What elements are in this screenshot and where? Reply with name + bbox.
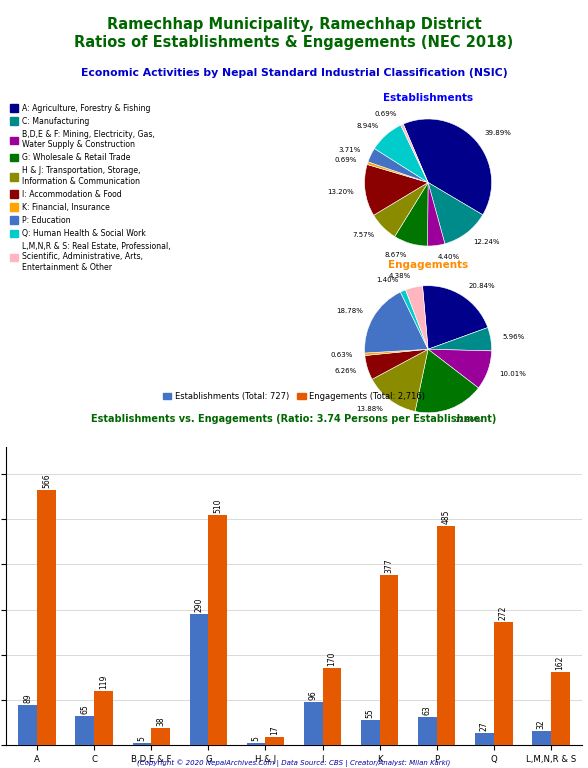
Bar xyxy=(532,730,551,745)
Bar xyxy=(494,622,513,745)
Text: 63: 63 xyxy=(423,705,432,715)
Text: 8.94%: 8.94% xyxy=(356,124,378,130)
Bar xyxy=(475,733,494,745)
Bar xyxy=(437,526,456,745)
Bar xyxy=(551,672,570,745)
Wedge shape xyxy=(365,292,428,353)
Text: 3.71%: 3.71% xyxy=(338,147,360,153)
Bar xyxy=(265,737,285,745)
Text: 510: 510 xyxy=(213,498,222,513)
Text: 17.86%: 17.86% xyxy=(454,416,481,422)
Text: 27: 27 xyxy=(480,721,489,731)
Bar xyxy=(208,515,227,745)
Text: 7.57%: 7.57% xyxy=(352,232,375,238)
Bar xyxy=(132,743,151,745)
Text: 96: 96 xyxy=(309,690,318,700)
Legend: A: Agriculture, Forestry & Fishing, C: Manufacturing, B,D,E & F: Mining, Electri: A: Agriculture, Forestry & Fishing, C: M… xyxy=(10,104,171,272)
Bar xyxy=(361,720,380,745)
Text: 0.69%: 0.69% xyxy=(335,157,357,163)
Text: Economic Activities by Nepal Standard Industrial Classification (NSIC): Economic Activities by Nepal Standard In… xyxy=(81,68,507,78)
Title: Establishments vs. Engagements (Ratio: 3.74 Persons per Establishment): Establishments vs. Engagements (Ratio: 3… xyxy=(91,414,497,424)
Bar xyxy=(303,702,323,745)
Wedge shape xyxy=(368,148,428,183)
Text: 485: 485 xyxy=(442,510,450,525)
Wedge shape xyxy=(406,286,428,349)
Text: 0.63%: 0.63% xyxy=(331,353,353,358)
Legend: Establishments (Total: 727), Engagements (Total: 2,716): Establishments (Total: 727), Engagements… xyxy=(160,389,428,405)
Wedge shape xyxy=(365,349,428,379)
Text: 12.24%: 12.24% xyxy=(473,239,500,245)
Title: Establishments: Establishments xyxy=(383,93,473,103)
Text: 290: 290 xyxy=(195,598,203,612)
Text: 32: 32 xyxy=(537,719,546,729)
Wedge shape xyxy=(401,124,428,183)
Wedge shape xyxy=(367,162,428,183)
Bar xyxy=(189,614,208,745)
Text: 10.01%: 10.01% xyxy=(499,371,526,377)
Text: 162: 162 xyxy=(556,656,564,670)
Text: 65: 65 xyxy=(81,704,89,713)
Bar xyxy=(246,743,265,745)
Wedge shape xyxy=(428,349,492,388)
Text: 39.89%: 39.89% xyxy=(485,130,512,136)
Wedge shape xyxy=(365,164,428,215)
Text: 89: 89 xyxy=(24,694,32,703)
Wedge shape xyxy=(428,183,483,243)
Text: 0.69%: 0.69% xyxy=(375,111,397,118)
Text: 38: 38 xyxy=(156,717,165,726)
Text: 272: 272 xyxy=(499,606,507,621)
Text: 18.78%: 18.78% xyxy=(336,308,363,314)
Text: 5: 5 xyxy=(252,736,260,741)
Wedge shape xyxy=(373,183,428,237)
Text: 8.67%: 8.67% xyxy=(385,251,407,257)
Text: 4.38%: 4.38% xyxy=(389,273,412,280)
Bar xyxy=(37,489,56,745)
Bar xyxy=(94,691,113,745)
Text: 55: 55 xyxy=(366,709,375,718)
Title: Engagements: Engagements xyxy=(388,260,468,270)
Text: Ramechhap Municipality, Ramechhap District
Ratios of Establishments & Engagement: Ramechhap Municipality, Ramechhap Distri… xyxy=(74,17,514,51)
Text: 17: 17 xyxy=(270,726,279,736)
Bar xyxy=(323,668,342,745)
Wedge shape xyxy=(415,349,479,412)
Text: 13.20%: 13.20% xyxy=(327,189,354,195)
Bar xyxy=(151,728,170,745)
Text: (Copyright © 2020 NepalArchives.Com | Data Source: CBS | Creator/Analyst: Milan : (Copyright © 2020 NepalArchives.Com | Da… xyxy=(138,760,450,767)
Wedge shape xyxy=(403,119,492,215)
Text: 13.88%: 13.88% xyxy=(356,406,383,412)
Bar xyxy=(18,705,37,745)
Bar xyxy=(418,717,437,745)
Text: 1.40%: 1.40% xyxy=(376,277,399,283)
Text: 4.40%: 4.40% xyxy=(437,254,460,260)
Wedge shape xyxy=(365,349,428,356)
Wedge shape xyxy=(395,183,428,246)
Wedge shape xyxy=(423,286,488,349)
Text: 566: 566 xyxy=(42,473,51,488)
Wedge shape xyxy=(428,327,492,351)
Wedge shape xyxy=(400,290,428,349)
Text: 6.26%: 6.26% xyxy=(334,368,356,374)
Text: 119: 119 xyxy=(99,675,108,690)
Text: 20.84%: 20.84% xyxy=(469,283,495,289)
Text: 170: 170 xyxy=(328,652,336,667)
Bar xyxy=(75,716,94,745)
Wedge shape xyxy=(427,183,445,246)
Bar xyxy=(380,574,399,745)
Text: 5: 5 xyxy=(138,736,146,741)
Text: 377: 377 xyxy=(385,558,393,573)
Wedge shape xyxy=(372,349,428,412)
Text: 5.96%: 5.96% xyxy=(502,334,524,340)
Wedge shape xyxy=(375,125,428,183)
